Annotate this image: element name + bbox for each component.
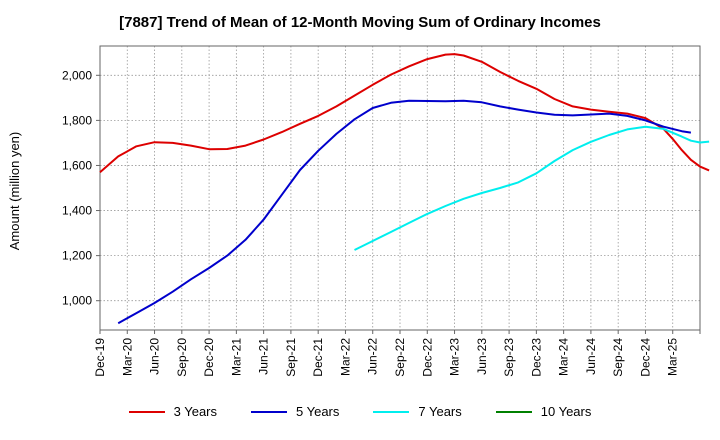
legend-swatch — [251, 410, 287, 413]
x-tick-label: Mar-21 — [229, 338, 243, 376]
legend-swatch — [373, 410, 410, 413]
x-tick-label: Jun-21 — [257, 338, 271, 375]
y-tick-label: 1,400 — [62, 204, 92, 218]
y-tick-label: 2,000 — [62, 68, 92, 82]
legend-item-5-years: 5 Years — [251, 404, 339, 419]
x-tick-label: Jun-24 — [584, 338, 598, 375]
series-line-3-years — [99, 53, 710, 173]
x-tick-label: Mar-24 — [557, 338, 571, 376]
x-tick-label: Dec-23 — [529, 338, 543, 377]
y-tick-label: 1,600 — [62, 158, 92, 172]
legend-label: 5 Years — [296, 404, 340, 419]
x-tick-label: Dec-21 — [311, 338, 325, 377]
x-tick-label: Mar-22 — [338, 338, 352, 376]
x-tick-label: Sep-24 — [611, 338, 625, 377]
legend-label: 10 Years — [540, 404, 592, 419]
x-tick-label: Dec-20 — [202, 338, 216, 377]
legend-label: 7 Years — [418, 404, 462, 419]
legend-swatch — [495, 410, 532, 413]
series-lines — [99, 53, 710, 325]
y-tick-label: 1,200 — [62, 249, 92, 263]
x-tick-label: Sep-23 — [502, 338, 516, 377]
series-line-5-years — [117, 99, 692, 325]
x-tick-label: Jun-20 — [148, 338, 162, 375]
x-tick-label: Mar-23 — [448, 338, 462, 376]
gridlines — [100, 46, 700, 330]
y-axis-title: Amount (million yen) — [7, 132, 22, 251]
series-line-7-years — [354, 125, 710, 251]
chart-title: [7887] Trend of Mean of 12-Month Moving … — [119, 14, 601, 31]
legend-item-3-years: 3 Years — [128, 404, 217, 419]
legend-swatch — [128, 410, 165, 413]
x-tick-label: Jun-22 — [366, 338, 380, 375]
x-tick-label: Dec-19 — [93, 338, 107, 377]
axis-ticks: Dec-19 Mar-20 Jun-20 Sep-20 Dec-20 Mar-21 Jun-… — [62, 68, 701, 377]
x-tick-label: Sep-21 — [284, 338, 298, 377]
x-tick-label: Sep-20 — [175, 338, 189, 377]
legend: 3 Years 5 Years 7 Years 10 Years — [0, 404, 720, 419]
x-tick-label: Mar-25 — [666, 338, 680, 376]
x-tick-label: Sep-22 — [393, 338, 407, 377]
x-tick-label: Mar-20 — [120, 338, 134, 376]
y-tick-label: 1,800 — [62, 113, 92, 127]
x-tick-label: Dec-24 — [638, 338, 652, 377]
legend-label: 3 Years — [173, 404, 217, 419]
legend-item-10-years: 10 Years — [495, 404, 592, 419]
y-tick-label: 1,000 — [62, 294, 92, 308]
legend-item-7-years: 7 Years — [373, 404, 462, 419]
x-tick-label: Dec-22 — [420, 338, 434, 377]
x-tick-label: Jun-23 — [475, 338, 489, 375]
